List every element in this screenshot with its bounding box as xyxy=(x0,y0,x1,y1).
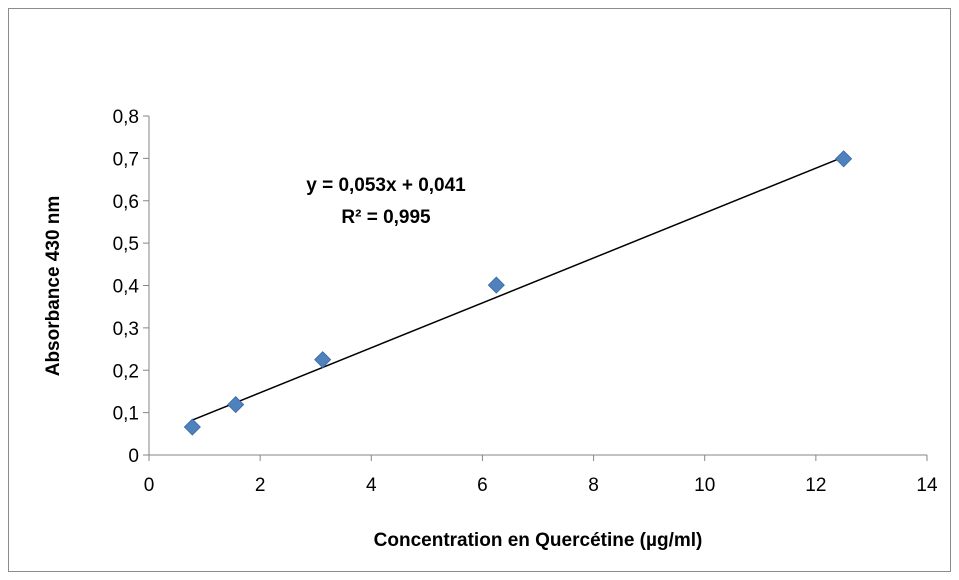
data-point xyxy=(314,351,332,369)
r-squared-label: R² = 0,995 xyxy=(341,207,431,228)
y-tick-label: 0,1 xyxy=(113,404,139,425)
y-tick-label: 0 xyxy=(128,446,139,467)
data-point xyxy=(487,276,505,294)
trendline xyxy=(192,156,844,421)
data-point xyxy=(183,418,201,436)
x-axis-title: Concentration en Quercétine (µg/ml) xyxy=(374,530,703,551)
axes xyxy=(148,116,927,456)
chart-frame xyxy=(8,8,951,572)
data-point xyxy=(227,396,245,414)
x-tick-label: 4 xyxy=(366,475,377,496)
y-axis-title: Absorbance 430 nm xyxy=(43,196,64,377)
y-tick-label: 0,2 xyxy=(113,361,139,382)
y-tick-label: 0,4 xyxy=(113,277,140,298)
tick-labels: 0 0,1 0,2 0,3 0,4 0,5 0,6 0,7 0,8 0 2 4 6 8 10 12 14 xyxy=(113,107,938,496)
trendline-group xyxy=(192,156,844,421)
tick-marks xyxy=(143,115,928,461)
y-tick-label: 0,5 xyxy=(113,234,139,255)
y-tick-label: 0,7 xyxy=(113,149,139,170)
data-points xyxy=(183,150,853,436)
x-tick-label: 8 xyxy=(588,475,599,496)
x-tick-label: 6 xyxy=(477,475,488,496)
x-tick-label: 12 xyxy=(805,475,826,496)
data-point xyxy=(835,150,853,168)
x-tick-label: 0 xyxy=(144,475,155,496)
x-tick-label: 14 xyxy=(916,475,938,496)
x-tick-label: 10 xyxy=(694,475,715,496)
trendline-equation: y = 0,053x + 0,041 xyxy=(306,175,466,196)
y-tick-label: 0,8 xyxy=(113,107,139,128)
x-tick-label: 2 xyxy=(255,475,266,496)
y-tick-label: 0,3 xyxy=(113,319,139,340)
y-tick-label: 0,6 xyxy=(113,192,139,213)
